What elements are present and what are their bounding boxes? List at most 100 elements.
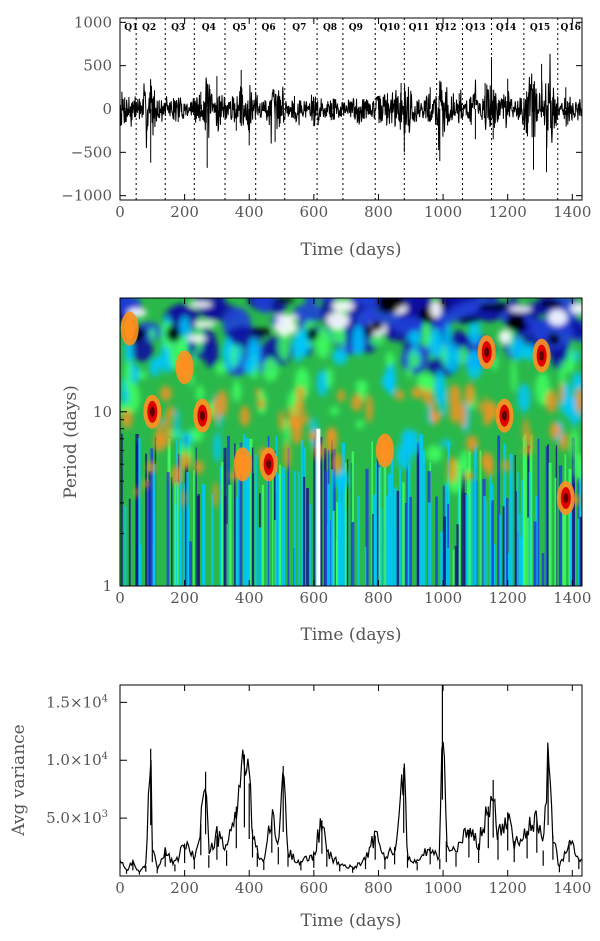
- wavelet-blob-high: [302, 411, 308, 425]
- wavelet-hotspot-center: [199, 410, 205, 421]
- y-tick-label: 1000: [74, 13, 112, 31]
- wavelet-stripe: [364, 546, 367, 586]
- wavelet-stripe: [313, 437, 315, 586]
- wavelet-stripe: [138, 437, 141, 586]
- wavelet-stripe: [346, 459, 349, 586]
- wavelet-stripe: [183, 483, 185, 586]
- wavelet-stripe: [327, 483, 331, 586]
- wavelet-stripe: [469, 477, 473, 586]
- x-tick-label: 1200: [489, 589, 527, 607]
- wavelet-stripe: [541, 553, 545, 586]
- wavelet-blob-high: [464, 472, 474, 481]
- wavelet-stripe: [537, 438, 540, 586]
- wavelet-blob-mid: [413, 329, 419, 360]
- y-axis-ticks: 10 1: [93, 403, 127, 595]
- quarter-label: Q1: [124, 23, 138, 33]
- wavelet-blob-top: [498, 329, 511, 345]
- wavelet-stripe: [503, 443, 507, 586]
- panel-middle-wavelet: 10 1 0 200 400 600 800 1000 1200 1400 Period (da…: [61, 297, 591, 645]
- wavelet-blob-mid: [232, 380, 242, 402]
- wavelet-stripe: [435, 496, 438, 586]
- wavelet-stripe: [514, 455, 516, 586]
- quarter-label: Q8: [323, 23, 337, 33]
- quarter-label: Q2: [142, 23, 156, 33]
- wavelet-blob-high: [447, 456, 457, 484]
- wavelet-stripe: [305, 488, 310, 586]
- wavelet-blob-mid: [457, 346, 469, 364]
- wavelet-stripe: [479, 450, 482, 586]
- wavelet-blob-top: [378, 305, 398, 314]
- wavelet-stripe: [336, 502, 339, 586]
- wavelet-stripe: [300, 440, 304, 586]
- wavelet-blob-mid: [396, 442, 413, 470]
- wavelet-stripe: [515, 491, 518, 586]
- wavelet-stripe: [547, 444, 549, 586]
- wavelet-blob-top: [548, 309, 568, 326]
- wavelet-blob-high: [294, 398, 305, 415]
- wavelet-stripe: [468, 451, 471, 586]
- wavelet-stripe: [502, 506, 505, 586]
- wavelet-blob-mid: [426, 445, 443, 463]
- wavelet-stripe: [440, 531, 444, 586]
- y-tick-label: 10: [93, 403, 112, 421]
- wavelet-stripe: [380, 508, 383, 586]
- y-axis-ticks: 1000 500 0 −500 −1000: [61, 13, 582, 205]
- wavelet-stripe: [221, 462, 224, 586]
- y-tick-label: 5.0×103: [46, 809, 108, 827]
- x-axis-title: Time (days): [301, 240, 402, 260]
- quarter-label: Q15: [530, 23, 550, 33]
- quarter-label: Q11: [409, 23, 429, 33]
- wavelet-stripe: [243, 433, 246, 586]
- wavelet-stripe: [499, 514, 501, 586]
- wavelet-stripe: [337, 478, 342, 586]
- wavelet-stripe: [228, 484, 232, 586]
- flux-series-line: [120, 53, 582, 173]
- wavelet-stripe: [152, 464, 156, 586]
- wavelet-stripe: [579, 516, 582, 586]
- wavelet-blob-high: [366, 394, 373, 423]
- wavelet-stripe: [277, 474, 281, 586]
- wavelet-stripe: [396, 490, 400, 586]
- wavelet-blob-mid: [222, 346, 228, 361]
- wavelet-blob-mid: [428, 328, 444, 358]
- wavelet-stripe: [274, 520, 277, 586]
- wavelet-stripe: [483, 496, 487, 586]
- x-tick-label: 800: [364, 203, 393, 221]
- x-axis-title: Time (days): [301, 911, 402, 931]
- wavelet-blob-mid: [434, 370, 446, 406]
- wavelet-blob-top: [326, 311, 350, 330]
- x-tick-label: 200: [170, 203, 199, 221]
- wavelet-blob-low: [392, 317, 425, 335]
- wavelet-blob-mid: [459, 450, 470, 475]
- y-tick-label: −1000: [61, 187, 112, 205]
- x-tick-label: 400: [235, 879, 264, 897]
- wavelet-blob-mid: [441, 439, 452, 448]
- wavelet-blob-top: [193, 320, 217, 328]
- wavelet-blob-high: [122, 409, 133, 429]
- wavelet-stripe: [486, 501, 488, 586]
- wavelet-stripe: [211, 493, 214, 586]
- wavelet-blob-high: [171, 465, 183, 486]
- wavelet-blob-top: [430, 300, 442, 318]
- wavelet-blob-high: [574, 494, 581, 506]
- wavelet-blob-mid: [356, 419, 364, 430]
- y-tick-exponent: 4: [102, 693, 108, 704]
- wavelet-stripe: [298, 471, 300, 586]
- wavelet-blob-high: [575, 387, 582, 414]
- wavelet-stripe: [454, 545, 459, 586]
- wavelet-stripe: [237, 460, 240, 586]
- quarter-label: Q5: [232, 23, 246, 33]
- wavelet-stripe: [350, 521, 355, 586]
- wavelet-stripe: [422, 450, 426, 586]
- wavelet-blob-mid: [262, 357, 279, 382]
- wavelet-stripe: [189, 541, 192, 586]
- wavelet-blob-high: [278, 410, 285, 431]
- wavelet-hotspot-center: [149, 406, 155, 417]
- wavelet-stripe: [376, 457, 379, 586]
- wavelet-blob-top: [506, 313, 526, 332]
- wavelet-blob-top: [166, 325, 181, 343]
- wavelet-data-gaps: [316, 428, 321, 586]
- wavelet-stripe: [267, 435, 270, 586]
- wavelet-blob-mid: [215, 362, 226, 375]
- y-tick-label: 0: [102, 100, 112, 118]
